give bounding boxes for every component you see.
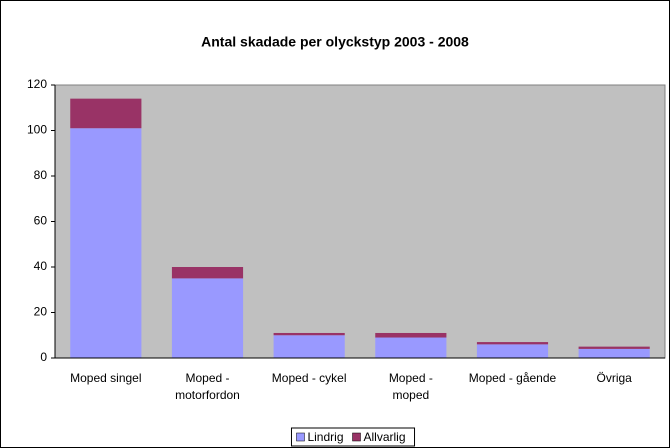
- bar-segment: [171, 278, 244, 358]
- y-tick-label: 40: [34, 259, 48, 273]
- x-tick-label: Övriga: [596, 371, 632, 385]
- bar-segment: [273, 335, 345, 358]
- legend-label: Allvarlig: [364, 430, 406, 444]
- y-tick-label: 100: [27, 123, 47, 137]
- y-tick-label: 120: [27, 77, 47, 91]
- bar-segment: [70, 98, 142, 129]
- plot-area: [54, 84, 666, 359]
- y-tick-label: 80: [34, 168, 48, 182]
- x-tick-label: Moped - cykel: [271, 371, 347, 385]
- x-tick-label: Moped - gående: [468, 371, 557, 385]
- bar-segment: [375, 337, 447, 358]
- bar-segment: [375, 332, 447, 338]
- x-tick-label: Moped - motorfordon: [175, 371, 240, 402]
- bar-segment: [578, 346, 650, 349]
- bar-segment: [578, 348, 650, 358]
- legend-label: Lindrig: [307, 430, 343, 444]
- legend-swatch: [296, 432, 305, 442]
- chart-title: Antal skadade per olyckstyp 2003 - 2008: [201, 34, 469, 50]
- bar-segment: [476, 342, 549, 345]
- bar-segment: [273, 332, 345, 336]
- bar-segment: [171, 267, 244, 279]
- y-tick-label: 0: [40, 350, 47, 364]
- x-tick-label: Moped singel: [70, 371, 142, 385]
- bar-segment: [70, 128, 142, 358]
- y-tick-label: 20: [34, 305, 48, 319]
- y-tick-label: 60: [34, 214, 48, 228]
- legend-swatch: [352, 432, 361, 442]
- bar-segment: [476, 344, 549, 358]
- x-tick-label: Moped - moped: [388, 371, 433, 402]
